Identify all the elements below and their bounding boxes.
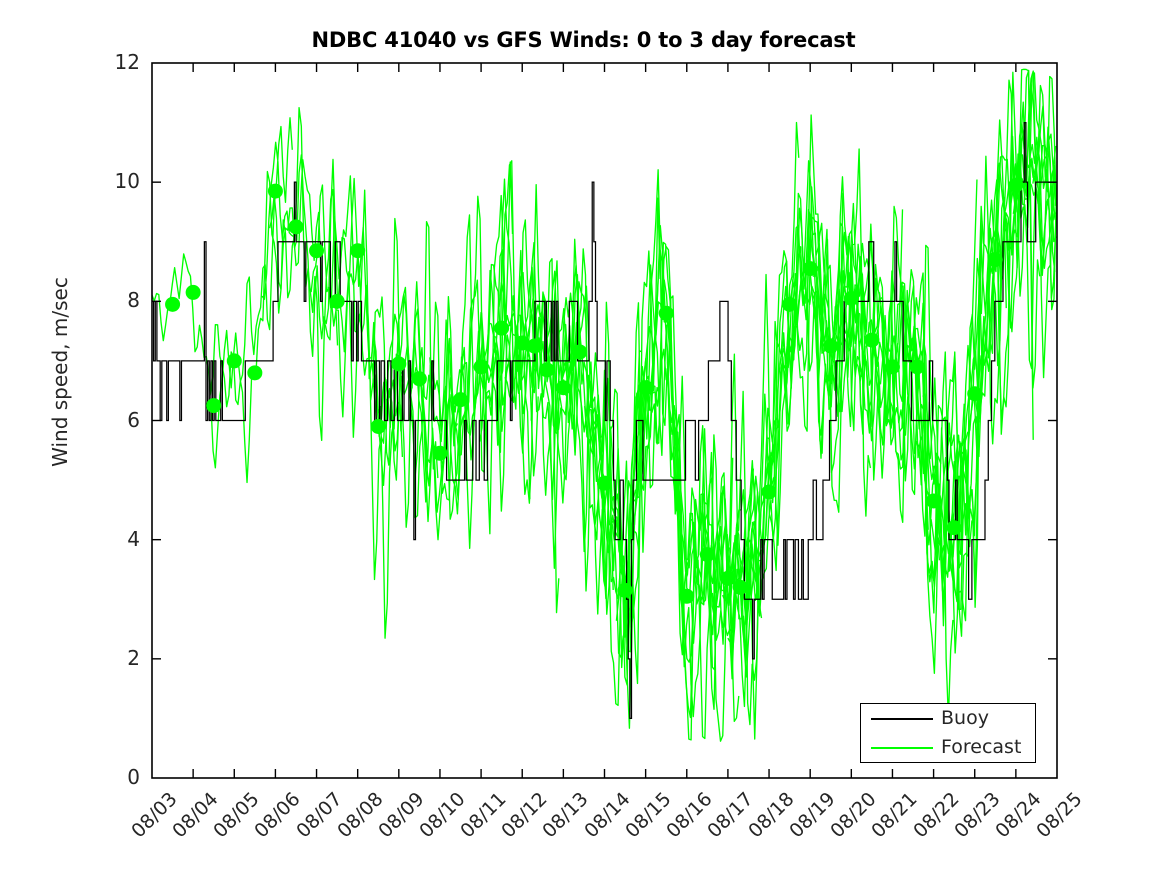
y-tick-label: 0 xyxy=(127,765,140,789)
legend-label-buoy: Buoy xyxy=(941,707,989,729)
legend-label-forecast: Forecast xyxy=(941,736,1022,758)
page-title: NDBC 41040 vs GFS Winds: 0 to 3 day fore… xyxy=(311,28,856,52)
legend-swatch-forecast xyxy=(871,747,933,749)
y-tick-label: 2 xyxy=(127,645,140,670)
legend: Buoy Forecast xyxy=(860,703,1036,763)
y-tick-label: 4 xyxy=(127,526,140,551)
y-tick-label: 6 xyxy=(127,407,140,432)
legend-item-forecast: Forecast xyxy=(861,733,1037,763)
forecast-mean-markers xyxy=(165,177,1024,604)
forecast-lines xyxy=(151,68,1058,742)
y-tick-label: 10 xyxy=(114,169,140,194)
y-tick-label: 12 xyxy=(114,50,140,74)
legend-item-buoy: Buoy xyxy=(861,704,1037,734)
axes-frame xyxy=(151,62,1058,779)
y-tick-label: 8 xyxy=(127,288,140,313)
buoy-step-line xyxy=(152,121,1057,720)
legend-swatch-buoy xyxy=(871,718,933,720)
